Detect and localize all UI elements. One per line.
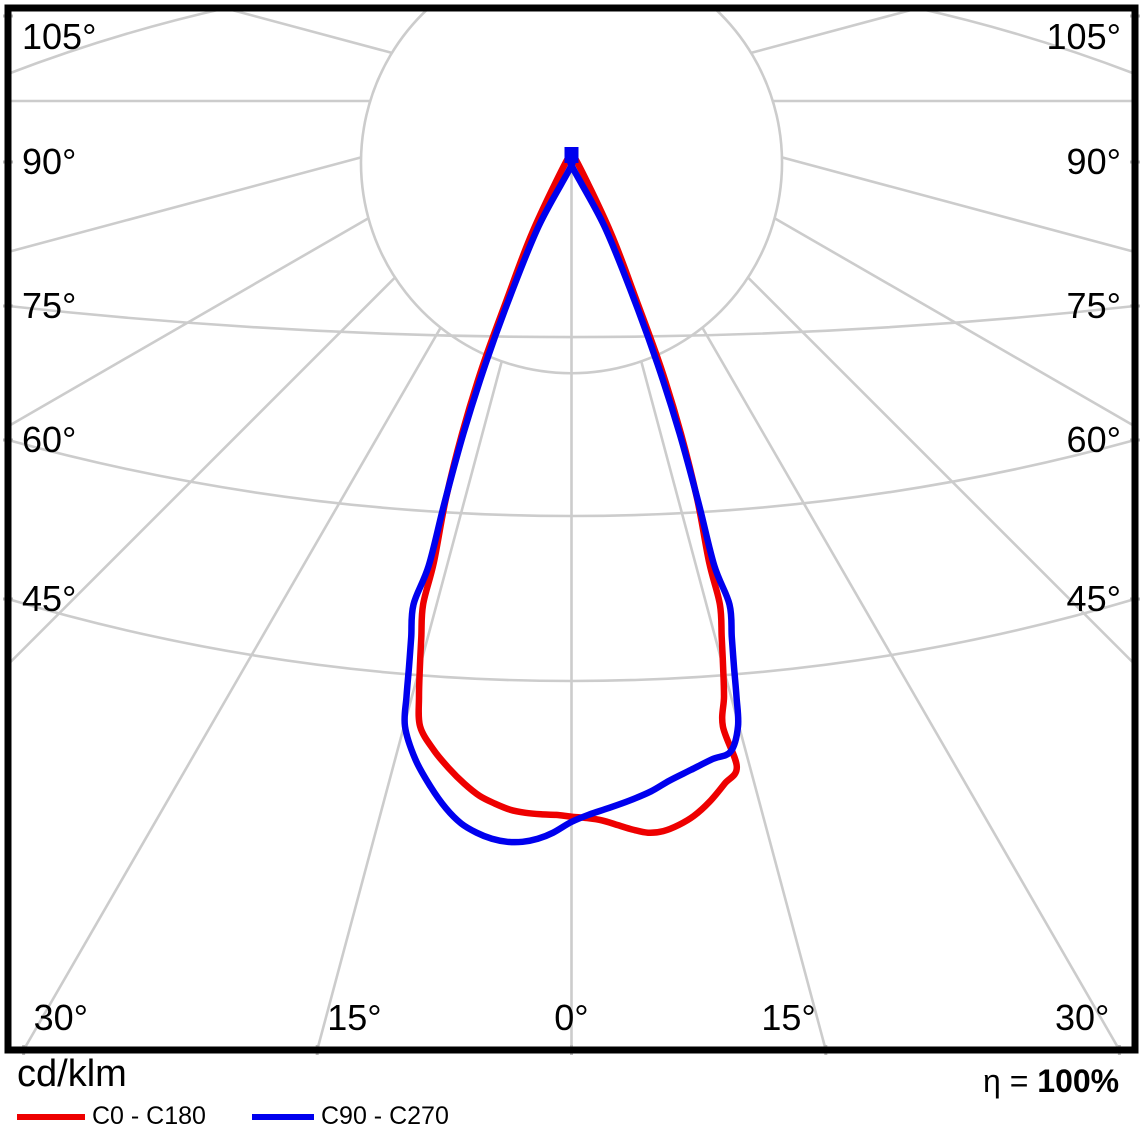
- svg-text:90°: 90°: [1067, 141, 1121, 182]
- svg-text:C90 - C270: C90 - C270: [321, 1102, 449, 1130]
- svg-text:75°: 75°: [22, 285, 76, 326]
- svg-text:105°: 105°: [22, 16, 96, 57]
- svg-text:30°: 30°: [1055, 997, 1109, 1038]
- svg-text:45°: 45°: [22, 578, 76, 619]
- svg-text:15°: 15°: [327, 997, 381, 1038]
- svg-text:45°: 45°: [1067, 578, 1121, 619]
- svg-text:15°: 15°: [761, 997, 815, 1038]
- svg-text:C0 - C180: C0 - C180: [92, 1102, 206, 1130]
- svg-text:60°: 60°: [22, 419, 76, 460]
- svg-text:30°: 30°: [34, 997, 88, 1038]
- svg-text:η = 100%: η = 100%: [983, 1063, 1119, 1099]
- svg-text:0°: 0°: [554, 997, 588, 1038]
- svg-text:60°: 60°: [1067, 419, 1121, 460]
- svg-text:90°: 90°: [22, 141, 76, 182]
- svg-text:cd/klm: cd/klm: [17, 1053, 127, 1095]
- svg-text:75°: 75°: [1067, 285, 1121, 326]
- svg-text:105°: 105°: [1047, 16, 1121, 57]
